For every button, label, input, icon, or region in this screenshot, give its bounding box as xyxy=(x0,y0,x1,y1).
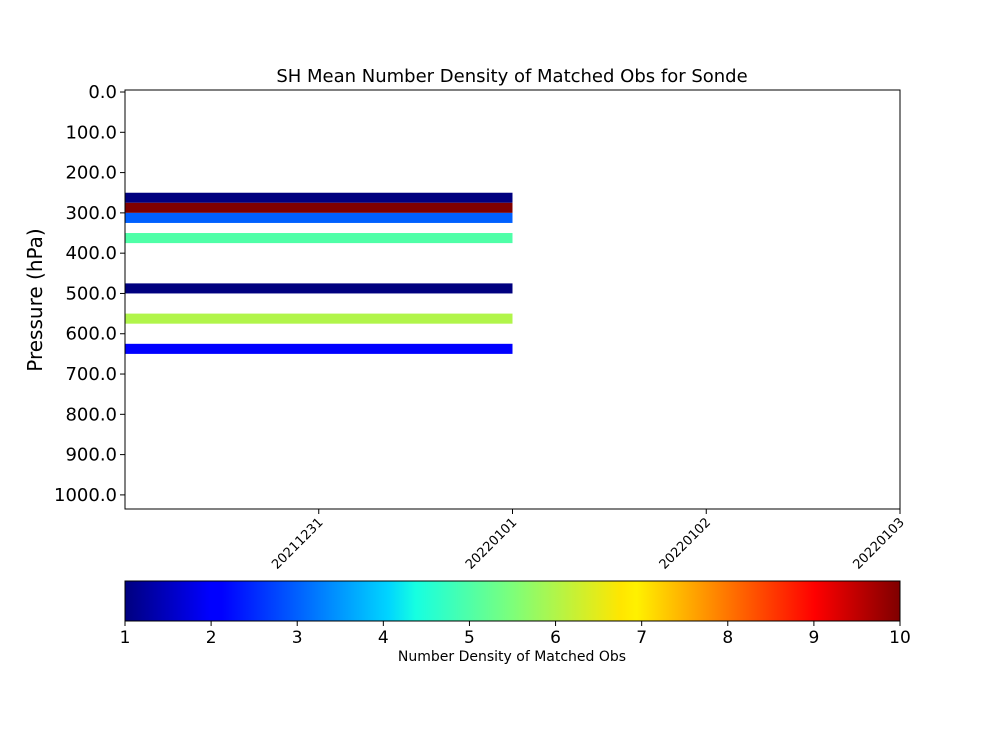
colorbar xyxy=(124,580,901,622)
heatmap-cell-0 xyxy=(125,192,513,203)
x-tick-label-2: 20220102 xyxy=(657,515,714,572)
colorbar-ticks: 1 2 3 4 5 6 7 8 9 10 xyxy=(120,621,911,648)
y-tick-label-2: 200.0 xyxy=(65,163,117,184)
heatmap-cell-4 xyxy=(125,283,513,294)
y-tick-label-7: 700.0 xyxy=(65,364,117,385)
heatmap-cell-2 xyxy=(125,212,513,223)
colorbar-tick-label-6: 7 xyxy=(636,628,647,648)
colorbar-tick-label-4: 5 xyxy=(464,628,475,648)
heatmap-cell-1 xyxy=(125,202,513,213)
y-tick-label-3: 300.0 xyxy=(65,203,117,224)
y-tick-label-8: 800.0 xyxy=(65,404,117,425)
colorbar-tick-label-3: 4 xyxy=(378,628,389,648)
x-tick-label-1: 20220101 xyxy=(463,515,520,572)
colorbar-tick-label-1: 2 xyxy=(206,628,217,648)
y-tick-label-5: 500.0 xyxy=(65,283,117,304)
y-tick-label-1: 100.0 xyxy=(65,122,117,143)
y-tick-label-6: 600.0 xyxy=(65,324,117,345)
y-tick-label-4: 400.0 xyxy=(65,243,117,264)
x-axis: 20211231 20220101 20220102 20220103 xyxy=(269,509,908,573)
heatmap-cell-3 xyxy=(125,233,513,244)
x-tick-label-3: 20220103 xyxy=(850,515,907,572)
heatmap-cell-6 xyxy=(125,343,513,354)
y-axis-label: Pressure (hPa) xyxy=(23,228,47,371)
y-tick-label-9: 900.0 xyxy=(65,445,117,466)
heatmap-cells xyxy=(125,192,513,354)
y-axis: 0.0 100.0 200.0 300.0 400.0 500.0 600.0 700.0 80… xyxy=(54,82,125,506)
colorbar-tick-label-2: 3 xyxy=(292,628,303,648)
heatmap-cell-5 xyxy=(125,313,513,324)
plot-frame xyxy=(124,89,901,510)
colorbar-label: Number Density of Matched Obs xyxy=(398,649,626,665)
x-tick-label-0: 20211231 xyxy=(269,515,326,572)
y-tick-label-0: 0.0 xyxy=(88,82,117,103)
colorbar-tick-label-5: 6 xyxy=(550,628,561,648)
y-tick-label-10: 1000.0 xyxy=(54,485,117,506)
colorbar-tick-label-7: 8 xyxy=(722,628,733,648)
colorbar-tick-label-8: 9 xyxy=(808,628,819,648)
colorbar-tick-label-9: 10 xyxy=(889,628,911,648)
colorbar-tick-label-0: 1 xyxy=(120,628,131,648)
chart-title: SH Mean Number Density of Matched Obs fo… xyxy=(276,66,747,87)
